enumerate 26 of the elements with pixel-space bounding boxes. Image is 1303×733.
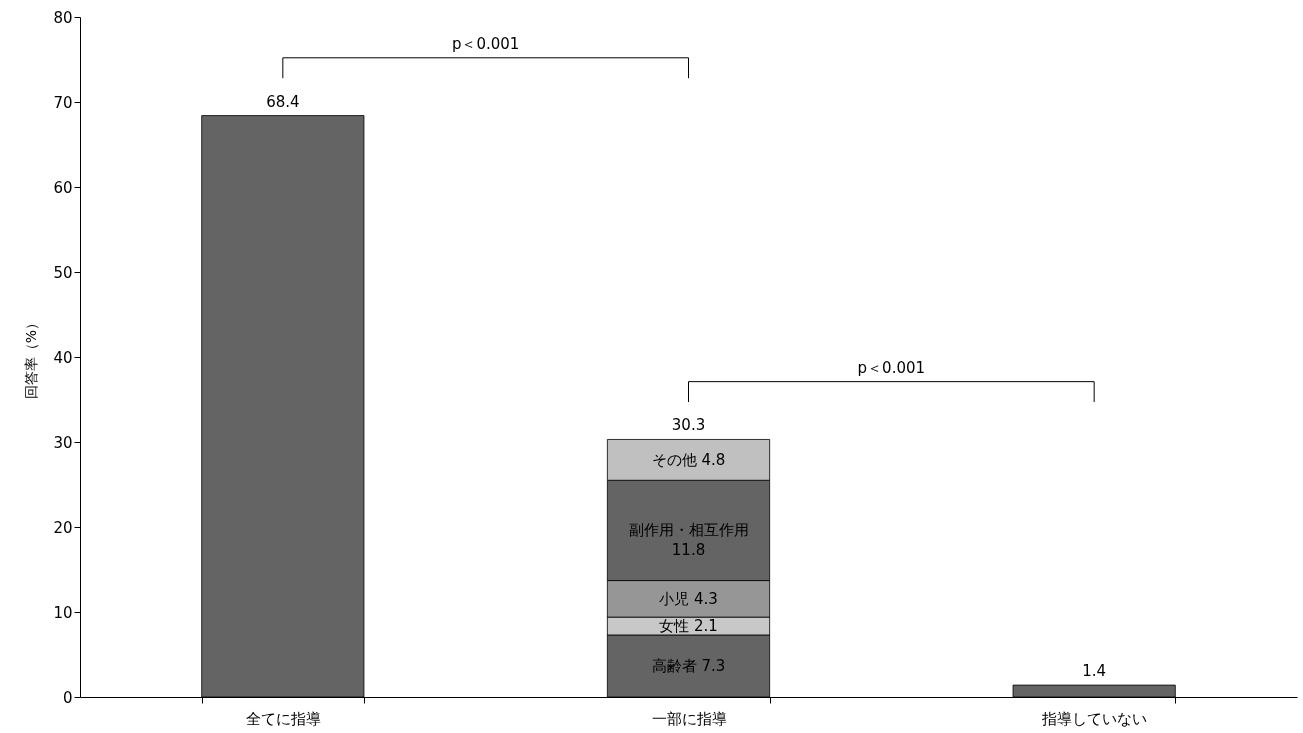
bar — [1012, 684, 1176, 698]
text: 高齢者 7.3 — [651, 656, 726, 675]
annotation: p＜0.001 — [857, 358, 926, 377]
y-tick-label: 30 — [53, 433, 73, 452]
y-tick-label: 40 — [53, 348, 73, 367]
x-tick-label: 一部に指導 — [651, 709, 727, 728]
y-tick-label: 10 — [53, 603, 73, 622]
x-tick-label: 指導していない — [1041, 709, 1148, 728]
y-tick-label: 60 — [53, 178, 73, 197]
text: 小児 4.3 — [659, 589, 718, 608]
annotation: p＜0.001 — [451, 34, 520, 53]
total-label: 68.4 — [266, 92, 300, 111]
y-tick-label: 0 — [62, 688, 73, 707]
y-tick-label: 20 — [53, 518, 73, 537]
y-axis-title: 回答率（%） — [23, 315, 40, 400]
y-tick-label: 50 — [53, 263, 73, 282]
y-tick-label: 80 — [53, 8, 73, 27]
bar — [201, 115, 365, 698]
data-label: 11.8 — [671, 541, 706, 560]
y-tick-label: 70 — [53, 93, 73, 112]
text: その他 4.8 — [651, 450, 726, 469]
total-label: 1.4 — [1082, 662, 1107, 681]
series-label: 副作用・相互作用 — [628, 521, 749, 540]
x-tick-label: 全てに指導 — [245, 709, 321, 728]
total-label: 30.3 — [671, 416, 706, 435]
text: 女性 2.1 — [659, 617, 718, 636]
